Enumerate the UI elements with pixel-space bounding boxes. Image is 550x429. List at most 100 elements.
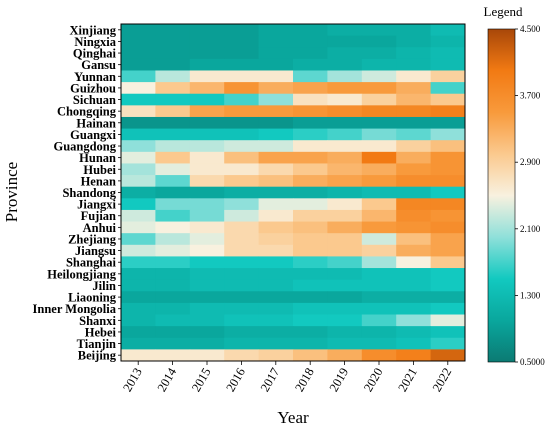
- colorbar-tick-label: 4.500: [520, 24, 541, 34]
- heatmap-cell: [327, 128, 363, 141]
- heatmap-cell: [396, 151, 431, 164]
- heatmap-cell: [258, 221, 294, 234]
- heatmap-cell: [121, 279, 156, 292]
- x-tick-label: 2015: [189, 366, 214, 395]
- heatmap-cell: [430, 349, 466, 362]
- heatmap-cell: [293, 244, 328, 257]
- heatmap-cell: [121, 175, 156, 188]
- heatmap-cell: [189, 244, 225, 257]
- heatmap-cell: [121, 349, 156, 362]
- y-tick-label: Zhejiang: [68, 232, 117, 246]
- heatmap-cell: [189, 47, 225, 60]
- heatmap-cell: [224, 93, 259, 106]
- heatmap-cell: [327, 93, 363, 106]
- heatmap-cell: [121, 163, 156, 176]
- x-tick-label: 2013: [120, 366, 145, 395]
- heatmap-cell: [396, 70, 431, 83]
- heatmap-cell: [121, 268, 156, 281]
- heatmap-cell: [155, 70, 191, 83]
- heatmap-cell: [361, 302, 397, 315]
- heatmap-cell: [121, 209, 156, 222]
- heatmap-cell: [121, 326, 156, 339]
- heatmap-cell: [258, 279, 294, 292]
- heatmap-cell: [293, 337, 328, 350]
- heatmap-cell: [121, 24, 156, 37]
- heatmap-cell: [258, 186, 294, 199]
- heatmap-cell: [293, 279, 328, 292]
- heatmap-cell: [361, 209, 397, 222]
- heatmap-cell: [430, 105, 466, 118]
- heatmap-cell: [327, 244, 363, 257]
- heatmap-cell: [327, 163, 363, 176]
- heatmap-cell: [430, 268, 466, 281]
- y-tick-label: Anhui: [83, 221, 117, 235]
- heatmap-cell: [224, 105, 259, 118]
- heatmap-cell: [361, 47, 397, 60]
- heatmap-cell: [430, 35, 466, 48]
- heatmap-cell: [396, 128, 431, 141]
- heatmap-cell: [361, 140, 397, 153]
- y-tick-label: Hubei: [83, 163, 116, 177]
- heatmap-cell: [224, 140, 259, 153]
- heatmap-cell: [155, 256, 191, 269]
- heatmap-cell: [155, 24, 191, 37]
- heatmap-cell: [396, 349, 431, 362]
- heatmap-cell: [361, 268, 397, 281]
- x-tick-label: 2019: [327, 366, 352, 395]
- heatmap-cell: [293, 326, 328, 339]
- heatmap-cell: [258, 268, 294, 281]
- heatmap-cell: [293, 140, 328, 153]
- legend-title: Legend: [484, 4, 523, 19]
- heatmap-cell: [327, 140, 363, 153]
- heatmap-cell: [189, 58, 225, 71]
- heatmap-cell: [155, 349, 191, 362]
- heatmap-cell: [224, 221, 259, 234]
- colorbar: [487, 28, 516, 363]
- heatmap-cell: [293, 105, 328, 118]
- heatmap-cell: [327, 35, 363, 48]
- heatmap-cell: [361, 314, 397, 327]
- heatmap-cell: [155, 198, 191, 211]
- heatmap-cell: [224, 314, 259, 327]
- heatmap-cell: [155, 244, 191, 257]
- heatmap-cell: [361, 163, 397, 176]
- heatmap-cell: [361, 116, 397, 129]
- y-tick-label: Henan: [81, 174, 116, 188]
- heatmap-cell: [258, 35, 294, 48]
- heatmap-cell: [293, 221, 328, 234]
- heatmap-cell: [189, 268, 225, 281]
- heatmap-cell: [327, 337, 363, 350]
- heatmap-cell: [361, 70, 397, 83]
- heatmap-cell: [155, 82, 191, 95]
- heatmap-cell: [121, 70, 156, 83]
- heatmap-cell: [224, 35, 259, 48]
- heatmap-cell: [293, 198, 328, 211]
- heatmap-cell: [430, 326, 466, 339]
- heatmap-cell: [258, 256, 294, 269]
- heatmap-cell: [361, 349, 397, 362]
- heatmap-cell: [189, 128, 225, 141]
- heatmap-cell: [430, 47, 466, 60]
- heatmap-cell: [430, 244, 466, 257]
- colorbar-tick-label: 3.700: [520, 91, 541, 101]
- heatmap-cell: [327, 349, 363, 362]
- heatmap-cell: [396, 291, 431, 304]
- heatmap-cell: [258, 140, 294, 153]
- heatmap-cell: [430, 70, 466, 83]
- heatmap-cell: [155, 105, 191, 118]
- heatmap-cell: [224, 47, 259, 60]
- heatmap-cell: [121, 93, 156, 106]
- heatmap-cell: [396, 326, 431, 339]
- heatmap-cell: [121, 221, 156, 234]
- heatmap-cell: [189, 337, 225, 350]
- y-tick-label: Chongqing: [57, 105, 117, 119]
- heatmap-cell: [224, 256, 259, 269]
- y-tick-label: Guizhou: [70, 81, 116, 95]
- heatmap-cell: [224, 349, 259, 362]
- heatmap-cell: [155, 209, 191, 222]
- x-tick-label: 2020: [361, 366, 386, 395]
- heatmap-cell: [224, 175, 259, 188]
- heatmap-cell: [361, 198, 397, 211]
- heatmap-cell: [258, 24, 294, 37]
- heatmap-cell: [121, 291, 156, 304]
